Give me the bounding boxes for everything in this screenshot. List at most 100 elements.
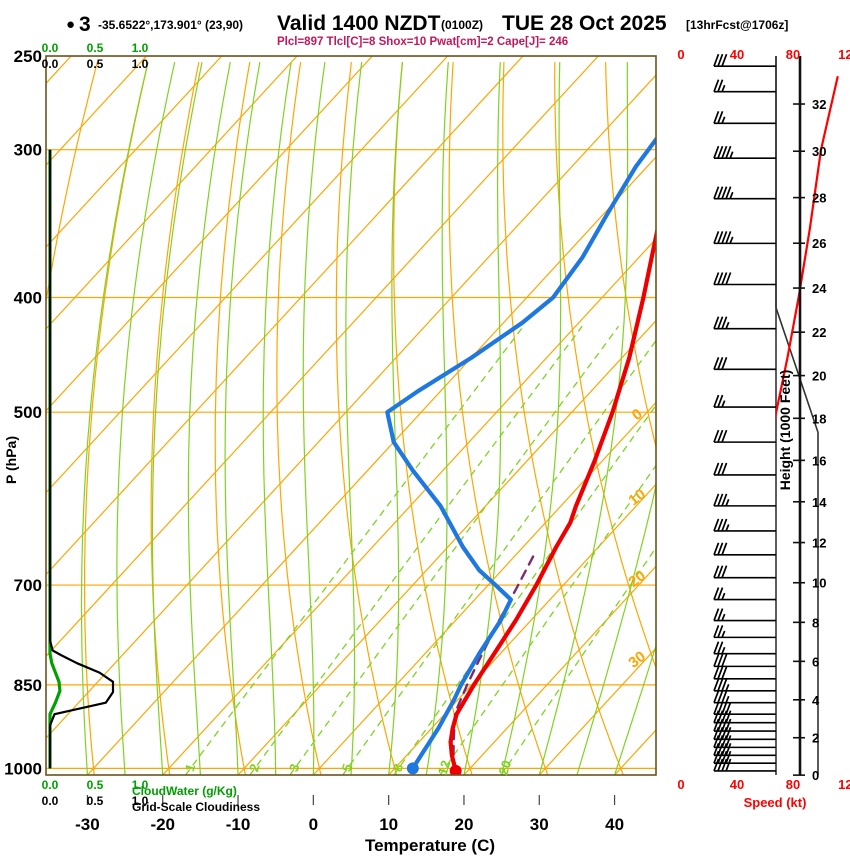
cloudwater-tick-top: 1.0 <box>132 41 149 55</box>
wind-barb <box>713 272 776 286</box>
valid-time-label: Valid 1400 NZDT <box>277 12 441 35</box>
wind-barb <box>713 758 776 772</box>
mixing-ratio-label: 2 <box>246 762 263 774</box>
speed-tick-bottom: 120 <box>838 777 850 792</box>
temperature-tick-label: 0 <box>309 815 318 834</box>
wind-barb <box>713 625 776 639</box>
cloudiness-tick-top: 0.0 <box>42 57 59 71</box>
height-tick-label: 4 <box>812 693 820 708</box>
speed-axis-title: Speed (kt) <box>744 795 807 810</box>
wind-barb <box>713 462 776 476</box>
speed-tick-bottom: 80 <box>786 777 800 792</box>
station-coords: -35.6522°,173.901° (23,90) <box>98 18 243 32</box>
pressure-tick-label: 1000 <box>4 759 42 778</box>
wind-barb <box>713 493 776 507</box>
wind-barb <box>713 186 776 200</box>
wind-barb <box>713 542 776 556</box>
date-label: TUE 28 Oct 2025 <box>502 12 667 35</box>
pressure-tick-label: 300 <box>14 141 42 160</box>
temperature-axis-title: Temperature (C) <box>365 836 495 855</box>
wind-barb <box>713 231 776 245</box>
pressure-tick-label: 700 <box>14 576 42 595</box>
mixing-ratio-label: 5 <box>339 762 356 774</box>
cloudwater-tick-top: 0.0 <box>42 41 59 55</box>
cloudwater-tick-bottom: 0.0 <box>42 778 59 792</box>
cloudwater-axis-title: CloudWater (g/Kg) <box>132 784 237 798</box>
isobar-gridlines <box>46 56 656 769</box>
height-tick-label: 2 <box>812 731 819 746</box>
surface-temperature-point-marker <box>449 764 462 775</box>
grid-scale-cloudiness-trace <box>48 149 115 769</box>
wind-barb <box>713 53 776 67</box>
speed-tick-top: 40 <box>730 47 744 62</box>
height-tick-label: 30 <box>812 144 826 159</box>
wind-barb <box>713 111 776 125</box>
cloudiness-tick-top: 0.5 <box>87 57 104 71</box>
isotherm-label-right: 0 <box>629 405 646 424</box>
wind-barb <box>713 79 776 93</box>
wind-barb <box>713 145 776 159</box>
axis-titles: P (hPa) Temperature (C) Height (1000 Fee… <box>3 370 806 855</box>
wind-barb <box>713 316 776 330</box>
cloudwater-trace <box>48 149 62 769</box>
wind-barb <box>713 750 776 764</box>
height-tick-label: 22 <box>812 325 826 340</box>
height-tick-label: 8 <box>812 615 819 630</box>
cloudiness-tick-top: 1.0 <box>132 57 149 71</box>
isotherm-label-right: 30 <box>625 648 649 672</box>
wind-barb <box>713 429 776 443</box>
speed-tick-top: 0 <box>677 47 684 62</box>
cloudwater-tick-bottom: 1.0 <box>132 778 149 792</box>
speed-tick-bottom: 0 <box>677 777 684 792</box>
height-tick-label: 14 <box>812 495 827 510</box>
wind-barb <box>713 743 776 757</box>
wind-barb <box>713 666 776 680</box>
wind-barb <box>713 641 776 655</box>
temperature-tick-label: 20 <box>455 815 474 834</box>
height-tick-label: 10 <box>812 576 826 591</box>
temperature-tick-label: -20 <box>150 815 175 834</box>
speed-tick-top: 80 <box>786 47 800 62</box>
station-number: 3 <box>79 13 91 36</box>
temperature-tick-label: -10 <box>226 815 251 834</box>
cloudiness-tick-bottom: 1.0 <box>132 794 149 808</box>
wind-barb <box>713 394 776 408</box>
height-tick-label: 12 <box>812 536 826 551</box>
cloudiness-tick-bottom: 0.0 <box>42 794 59 808</box>
wind-barb <box>713 678 776 692</box>
pressure-tick-label: 400 <box>14 289 42 308</box>
mixing-ratio-label: 12 <box>435 758 454 776</box>
dewpoint-curve <box>385 136 656 771</box>
temperature-tick-label: 10 <box>379 815 398 834</box>
cloudiness-tick-bottom: 0.5 <box>87 794 104 808</box>
height-tick-label: 26 <box>812 236 826 251</box>
station-marker-icon: ● <box>66 16 75 33</box>
cloud-traces <box>48 149 115 769</box>
height-tick-label: 20 <box>812 369 826 384</box>
forecast-label: [13hrFcst@1706z] <box>686 18 788 32</box>
temperature-tick-label: 30 <box>530 815 549 834</box>
mixing-ratio-label: 20 <box>495 758 514 776</box>
wind-barb <box>713 701 776 716</box>
wind-barb <box>713 357 776 371</box>
temperature-tick-label: 40 <box>605 815 624 834</box>
wind-barb <box>713 690 776 704</box>
surface-dewpoint-point-marker <box>406 762 419 775</box>
pressure-tick-label: 500 <box>14 403 42 422</box>
speed-tick-top: 120 <box>838 47 850 62</box>
pressure-tick-label: 250 <box>14 47 42 66</box>
height-tick-label: 0 <box>812 768 819 783</box>
cloudwater-tick-bottom: 0.5 <box>87 778 104 792</box>
wind-barb <box>713 587 776 601</box>
height-axis-title: Height (1000 Feet) <box>777 370 793 491</box>
wind-barb <box>713 518 776 532</box>
isotherm-label-right: 10 <box>625 486 649 510</box>
wind-speed-panel <box>776 56 839 775</box>
utc-time-label: (0100Z) <box>441 18 483 32</box>
isotherm-label-right: 20 <box>625 567 649 591</box>
height-tick-label: 28 <box>812 191 826 206</box>
height-tick-label: 24 <box>812 281 827 296</box>
